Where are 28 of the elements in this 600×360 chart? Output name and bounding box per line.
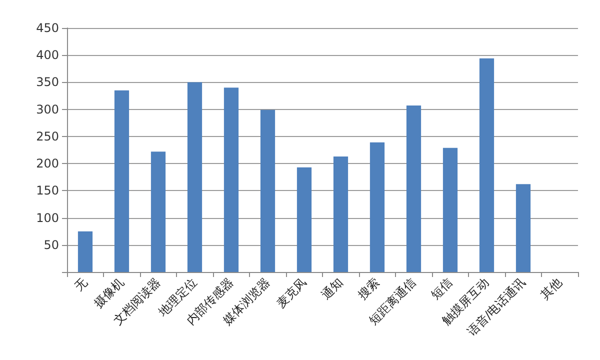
bar [260, 110, 276, 272]
bar [114, 90, 130, 272]
y-tick-label: 200 [36, 156, 59, 171]
bar [442, 148, 458, 272]
y-tick-label: 250 [36, 129, 59, 144]
bar [333, 156, 348, 272]
x-tick-label: 麦克风 [274, 275, 310, 310]
y-tick-label: 300 [36, 102, 59, 116]
y-tick-label: 400 [36, 48, 59, 62]
bar [516, 184, 531, 272]
x-tick-label: 无 [72, 275, 90, 294]
x-tick-label: 通知 [318, 275, 346, 302]
bar [406, 106, 422, 272]
bar [370, 142, 385, 272]
bar [296, 167, 312, 272]
x-tick-label: 其他 [538, 275, 565, 302]
bar [78, 231, 93, 272]
bar [224, 88, 239, 272]
y-tick-label: 150 [36, 184, 59, 198]
bar [150, 152, 166, 272]
x-tick-label: 搜索 [355, 275, 382, 302]
y-tick-label: 350 [36, 75, 59, 90]
y-tick-label: 100 [36, 210, 59, 225]
bar [187, 82, 202, 272]
y-tick-label: 50 [44, 238, 59, 252]
x-tick-label: 短信 [428, 275, 456, 302]
y-tick-label: 450 [36, 21, 59, 35]
bar [479, 58, 494, 272]
